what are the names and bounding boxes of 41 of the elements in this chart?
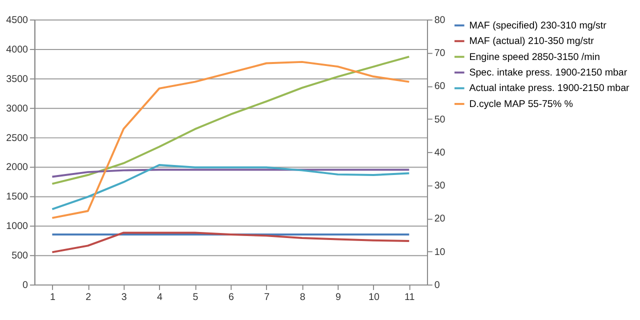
x-tick-label: 9 [336,292,341,303]
y-tick-label: 500 [12,250,29,262]
x-tick-label: 1 [50,292,56,303]
x-tick-label: 6 [228,292,234,303]
x-tick-label: 8 [300,292,306,303]
y-tick-label: 3000 [6,103,29,114]
x-tick-label: 3 [121,292,128,303]
x-tick-label: 5 [192,292,199,303]
line-series [51,232,410,254]
x-tick-label: 4 [157,292,164,303]
line-series [51,56,410,185]
line-series [51,168,410,178]
y-tick-label: 4500 [6,14,29,26]
line-series [51,164,410,210]
line-series [51,60,410,219]
legend-label: Actual intake press. 1900-2150 mbar [469,83,630,94]
y-tick-label: 2500 [6,132,29,144]
y-tick-label: 3500 [6,74,29,85]
y-tick-label: 1000 [6,221,29,232]
y2-tick-label: 50 [434,114,446,126]
y2-tick-label: 80 [434,14,446,26]
y-tick-label: 1500 [6,192,29,203]
x-tick-label: 7 [264,292,270,303]
x-tick-label: 11 [404,292,415,303]
legend-label: MAF (specified) 230-310 mg/str [469,20,608,32]
x-tick-label: 10 [368,292,380,303]
y-tick-label: 2000 [6,162,29,174]
legend-label: Spec. intake press. 1900-2150 mbar [469,67,628,78]
y2-tick-label: 10 [434,246,446,258]
y-tick-label: 0 [22,280,29,291]
legend-label: MAF (actual) 210-350 mg/str [469,36,595,48]
legend-label: Engine speed 2850-3150 /min [469,52,600,63]
legend-label: D.cycle MAP 55-75% % [469,98,574,110]
x-tick-label: 2 [86,292,92,303]
y2-tick-label: 30 [434,180,446,192]
y2-tick-label: 0 [434,280,440,291]
y2-tick-label: 70 [434,48,446,60]
y-tick-label: 4000 [6,44,29,56]
y2-tick-label: 60 [434,81,446,92]
y2-tick-label: 20 [434,214,446,225]
y2-tick-label: 40 [434,147,446,158]
